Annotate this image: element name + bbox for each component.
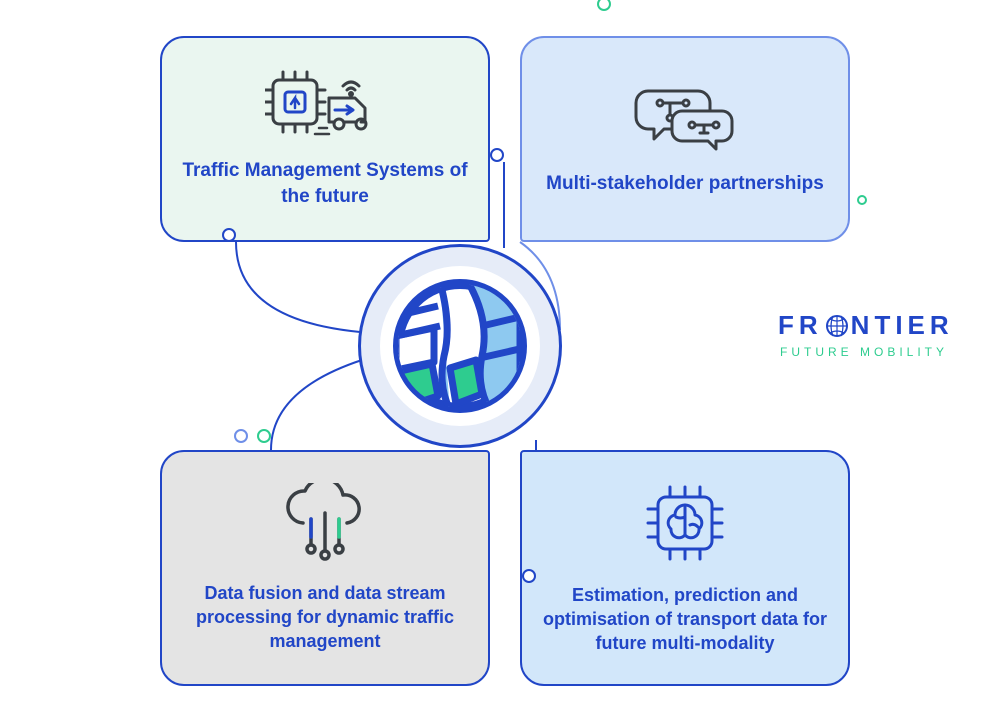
decorative-dot (490, 148, 504, 162)
card-estimation-prediction: Estimation, prediction and optimisation … (520, 450, 850, 686)
infographic-canvas: Traffic Management Systems of the future (0, 0, 1000, 723)
card-traffic-management: Traffic Management Systems of the future (160, 36, 490, 242)
decorative-dot (857, 195, 867, 205)
traffic-chip-truck-icon (265, 68, 385, 140)
brand-logo: FR NTIER FUTURE MOBILITY (778, 310, 954, 359)
decorative-dot (234, 429, 248, 443)
card-label: Estimation, prediction and optimisation … (542, 583, 828, 656)
globe-map-icon (390, 276, 530, 416)
decorative-dot (522, 569, 536, 583)
card-label: Data fusion and data stream processing f… (182, 581, 468, 654)
brand-text-post: NTIER (851, 310, 954, 341)
ai-chip-brain-icon (640, 481, 730, 565)
brand-sub: FUTURE MOBILITY (780, 345, 948, 359)
card-label: Multi-stakeholder partnerships (546, 171, 824, 197)
cloud-data-icon (275, 483, 375, 563)
hub-circle (358, 244, 562, 448)
chat-network-icon (630, 81, 740, 153)
brand-globe-icon (825, 314, 849, 338)
card-label: Traffic Management Systems of the future (182, 158, 468, 209)
decorative-dot (257, 429, 271, 443)
card-partnerships: Multi-stakeholder partnerships (520, 36, 850, 242)
hub-ring (380, 266, 540, 426)
brand-main: FR NTIER (778, 310, 954, 341)
decorative-dot (222, 228, 236, 242)
brand-text-pre: FR (778, 310, 823, 341)
card-data-fusion: Data fusion and data stream processing f… (160, 450, 490, 686)
